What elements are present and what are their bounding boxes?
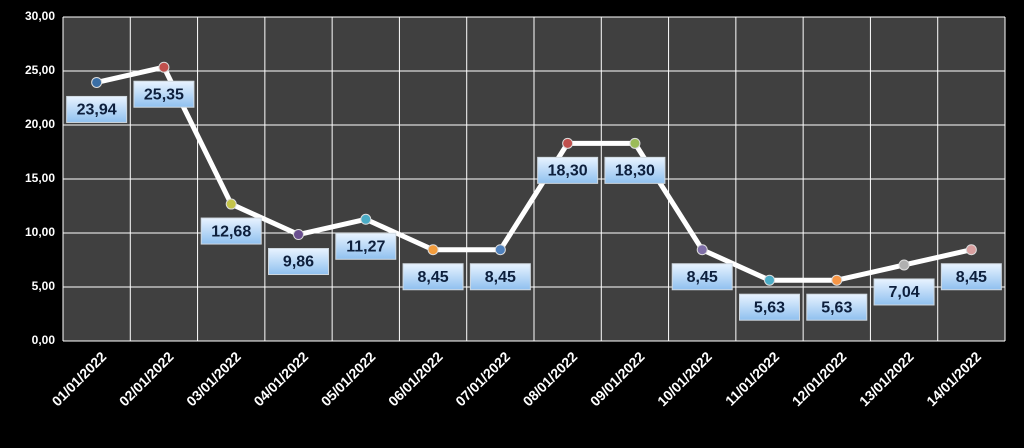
marker: [293, 229, 304, 241]
y-tick-label: 0,00: [32, 333, 56, 347]
data-label-box: [133, 80, 195, 108]
data-label: 18,30: [615, 163, 655, 180]
data-label: 8,45: [485, 269, 516, 286]
y-tick-label: 30,00: [25, 9, 55, 23]
data-label-box: [200, 217, 262, 245]
data-label: 25,35: [144, 86, 184, 103]
data-label: 8,45: [687, 269, 718, 286]
line: [96, 64, 972, 283]
data-label: 23,94: [77, 102, 117, 119]
data-label-box: [873, 278, 935, 306]
marker: [494, 244, 506, 256]
data-label-box: [469, 263, 531, 291]
marker: [696, 244, 708, 256]
data-label-box: [537, 156, 599, 184]
marker: [158, 61, 170, 73]
data-label: 5,63: [754, 299, 785, 316]
marker: [764, 274, 775, 286]
data-label-box: [671, 263, 733, 291]
data-label: 11,27: [346, 239, 385, 256]
data-label: 7,04: [889, 284, 920, 301]
data-label-box: [335, 232, 397, 260]
marker: [562, 137, 574, 149]
data-label: 8,45: [956, 269, 987, 286]
marker: [898, 259, 910, 271]
marker: [831, 274, 843, 286]
marker: [427, 244, 439, 256]
data-label-box: [940, 263, 1002, 291]
marker: [965, 244, 977, 256]
data-label: 5,63: [821, 299, 852, 316]
data-label-box: [402, 263, 464, 291]
y-tick-label: 15,00: [25, 171, 55, 185]
marker: [91, 76, 103, 88]
data-label-box: [806, 293, 868, 321]
data-label-box: [739, 293, 800, 321]
data-label-box: [604, 156, 666, 184]
y-tick-label: 20,00: [25, 117, 55, 131]
y-tick-label: 5,00: [32, 279, 56, 293]
marker: [360, 213, 372, 225]
data-label: 8,45: [418, 269, 449, 286]
data-label: 18,30: [548, 163, 588, 180]
y-tick-label: 10,00: [25, 225, 55, 239]
marker: [225, 198, 237, 210]
data-label: 12,68: [211, 223, 251, 240]
data-label: 9,86: [283, 254, 314, 271]
data-label-box: [268, 248, 329, 276]
marker: [629, 137, 641, 149]
data-label-box: [66, 95, 128, 123]
y-tick-label: 25,00: [25, 63, 55, 77]
